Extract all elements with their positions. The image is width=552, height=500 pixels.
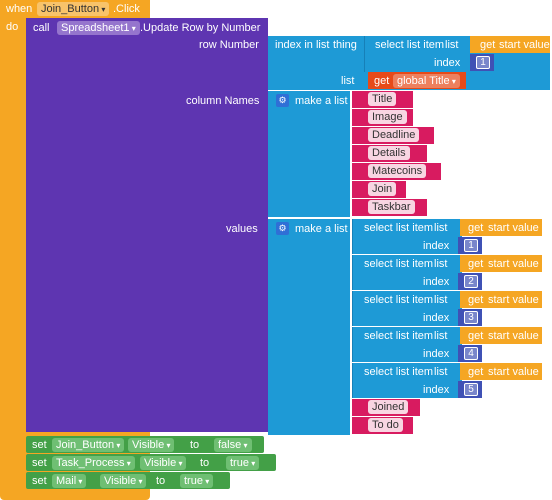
to-label: to (200, 457, 210, 469)
select-list-item-label: select list item (364, 222, 434, 234)
start-value-label: start value (499, 39, 550, 51)
list-label: list (445, 39, 459, 51)
get-start-value-block[interactable] (460, 255, 542, 272)
select-list-item-block[interactable] (352, 219, 462, 254)
get-start-value-block[interactable] (460, 363, 542, 380)
index-label: index (423, 276, 450, 288)
index-label: index (423, 384, 450, 396)
mutator-gear-icon[interactable]: ⚙ (276, 94, 289, 107)
text-value[interactable]: Title (368, 92, 397, 106)
select-list-item-label: select list item (375, 39, 445, 51)
thing-label: thing (333, 39, 357, 51)
list-label: list (434, 366, 448, 378)
call-method-label: .Update Row by Number (140, 22, 261, 34)
set-label: set (32, 439, 47, 451)
to-label: to (156, 475, 166, 487)
set-property-dropdown[interactable]: Visible (128, 438, 175, 452)
index-number[interactable]: 3 (464, 311, 478, 324)
index-label: index (434, 57, 461, 69)
list-label: list (434, 330, 448, 342)
make-a-list-block-columns[interactable] (268, 91, 350, 217)
select-list-item-label: select list item (364, 258, 434, 270)
column-names-label: column Names (186, 95, 260, 107)
call-label: call (33, 22, 50, 34)
event-name-label: .Click (113, 3, 140, 15)
global-var-dropdown[interactable]: global Title (393, 74, 460, 88)
set-property-dropdown[interactable]: Visible (140, 456, 187, 470)
select-list-item-label: select list item (364, 330, 434, 342)
index-label: index (423, 240, 450, 252)
boolean-dropdown[interactable]: true (180, 474, 214, 488)
start-value-label: start value (488, 366, 539, 378)
get-label: get (468, 366, 484, 378)
get-global-label: get (374, 75, 390, 87)
get-start-value-block[interactable] (460, 219, 542, 236)
text-value[interactable]: Join (368, 182, 397, 196)
when-label: when (6, 3, 33, 15)
row-number-label: row Number (199, 39, 259, 51)
get-label: get (480, 39, 496, 51)
get-start-value-block[interactable] (470, 36, 550, 53)
start-value-label: start value (488, 258, 539, 270)
mutator-gear-icon-values[interactable]: ⚙ (276, 222, 289, 235)
get-label: get (468, 330, 484, 342)
event-component-dropdown[interactable]: Join_Button (37, 2, 110, 16)
text-value[interactable]: Taskbar (368, 200, 415, 214)
select-list-item-block[interactable] (352, 363, 462, 398)
index-number[interactable]: 1 (464, 239, 478, 252)
select-list-item-block[interactable] (352, 327, 462, 362)
index-label: index (423, 348, 450, 360)
text-value[interactable]: Joined (368, 400, 409, 414)
set-component-dropdown[interactable]: Task_Process (52, 456, 135, 470)
index-number-1[interactable]: 1 (476, 56, 490, 69)
index-number[interactable]: 2 (464, 275, 478, 288)
select-list-item-block[interactable] (352, 291, 462, 326)
text-value[interactable]: Deadline (368, 128, 420, 142)
values-label: values (226, 223, 258, 235)
text-value[interactable]: Details (368, 146, 410, 160)
index-number[interactable]: 5 (464, 383, 478, 396)
select-list-item-label: select list item (364, 366, 434, 378)
list-label: list (434, 222, 448, 234)
select-list-item-block[interactable] (352, 255, 462, 290)
make-a-list-label-values: make a list (295, 223, 348, 235)
set-component-dropdown[interactable]: Mail (52, 474, 87, 488)
index-label: index (423, 312, 450, 324)
make-a-list-block-values[interactable] (268, 219, 350, 435)
list-label: list (434, 294, 448, 306)
start-value-label: start value (488, 330, 539, 342)
select-list-item-label: select list item (364, 294, 434, 306)
index-in-list-label: index in list (275, 39, 330, 51)
get-label: get (468, 258, 484, 270)
to-label: to (190, 439, 200, 451)
get-start-value-block[interactable] (460, 291, 542, 308)
set-component-dropdown[interactable]: Join_Button (52, 438, 125, 452)
text-value[interactable]: To do (368, 418, 403, 432)
start-value-label: start value (488, 222, 539, 234)
list-label: list (434, 258, 448, 270)
text-value[interactable]: Matecoins (368, 164, 427, 178)
boolean-dropdown[interactable]: false (214, 438, 252, 452)
get-start-value-block[interactable] (460, 327, 542, 344)
get-label: get (468, 222, 484, 234)
start-value-label: start value (488, 294, 539, 306)
do-label: do (6, 21, 19, 33)
make-a-list-label: make a list (295, 95, 348, 107)
call-component-dropdown[interactable]: Spreadsheet1 (57, 21, 140, 35)
boolean-dropdown[interactable]: true (226, 456, 260, 470)
index-number[interactable]: 4 (464, 347, 478, 360)
call-block[interactable] (26, 18, 268, 432)
list-label-2: list (341, 75, 355, 87)
text-value[interactable]: Image (368, 110, 407, 124)
set-label: set (32, 457, 47, 469)
set-label: set (32, 475, 47, 487)
set-property-dropdown[interactable]: Visible (100, 474, 147, 488)
get-label: get (468, 294, 484, 306)
